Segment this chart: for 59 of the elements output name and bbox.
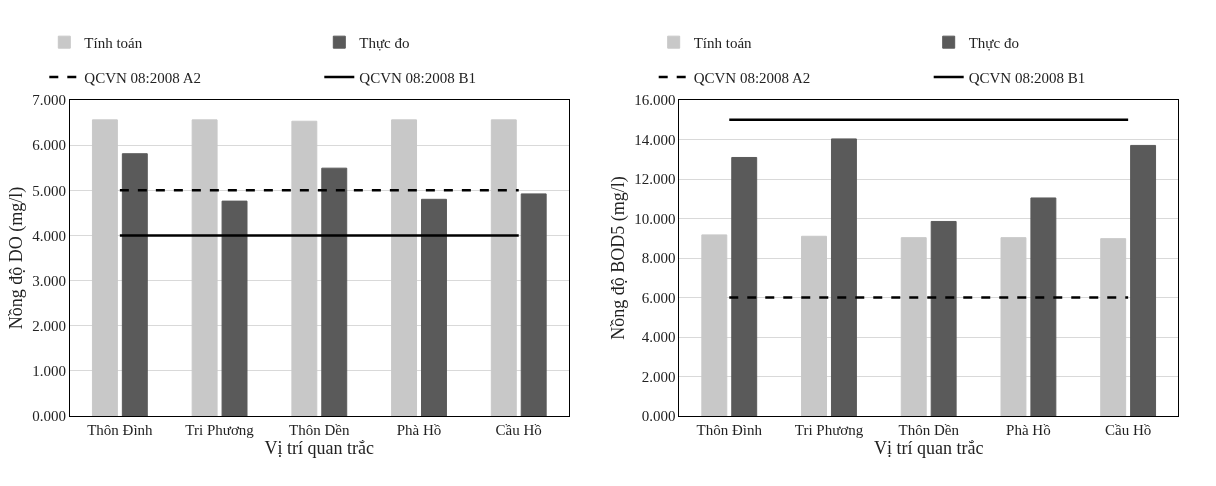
y-tick-label: 14.000 [634,131,676,148]
y-tick-label: 0.000 [32,408,66,425]
x-tick-label: Phà Hồ [1006,422,1051,438]
legend-label: QCVN 08:2008 A2 [693,69,811,86]
bar [321,167,348,416]
bar [221,200,248,416]
legend-label: QCVN 08:2008 B1 [968,69,1086,86]
y-axis-title: Nồng độ DO (mg/l) [6,186,28,330]
y-tick-label: 0.000 [641,408,676,425]
x-tick-label: Tri Phương [794,422,864,438]
y-tick-label: 5.000 [32,182,66,199]
bar [1100,238,1127,416]
y-tick-label: 10.000 [634,210,676,227]
bar [731,156,758,416]
legend-label: Thực đo [968,35,1019,52]
bar [1130,144,1157,416]
y-tick-label: 6.000 [641,289,676,306]
bar [701,234,728,416]
bar [830,138,857,416]
x-tick-label: Cầu Hồ [495,422,542,438]
bar [490,119,517,416]
bar [391,119,418,416]
y-tick-label: 12.000 [634,171,676,188]
bar [121,153,148,416]
x-axis-title: Vị trí quan trắc [264,438,375,459]
bar [91,119,118,416]
bar [900,237,927,416]
legend-label: Tính toán [84,35,143,52]
legend-label: QCVN 08:2008 B1 [359,69,476,86]
x-axis-title: Vị trí quan trắc [873,438,984,459]
bar [930,220,957,416]
legend-label: Thực đo [359,35,410,52]
y-tick-label: 1.000 [32,363,66,380]
y-tick-label: 6.000 [32,137,66,154]
y-tick-label: 2.000 [32,317,66,334]
y-tick-label: 3.000 [32,272,66,289]
x-tick-label: Thôn Dền [898,422,960,438]
x-tick-label: Thôn Dền [289,422,350,438]
y-axis-title: Nồng độ BOD5 (mg/l) [608,176,630,340]
bar [801,235,827,416]
y-tick-label: 4.000 [32,227,66,244]
legend-label: Tính toán [693,35,753,52]
x-tick-label: Thôn Đình [696,422,763,438]
bar [520,193,547,416]
x-tick-label: Tri Phương [185,422,255,438]
x-tick-label: Phà Hồ [396,422,442,438]
x-tick-label: Thôn Đình [87,422,154,438]
bar [421,198,447,416]
y-tick-label: 8.000 [641,250,676,267]
bar [191,119,218,416]
bar [1000,237,1027,416]
y-tick-label: 16.000 [634,92,676,109]
y-tick-label: 4.000 [641,329,676,346]
x-tick-label: Cầu Hồ [1105,422,1152,438]
y-tick-label: 7.000 [32,92,66,109]
bar [291,120,318,416]
legend-label: QCVN 08:2008 A2 [84,69,201,86]
bar [1030,197,1057,416]
y-tick-label: 2.000 [641,368,676,385]
